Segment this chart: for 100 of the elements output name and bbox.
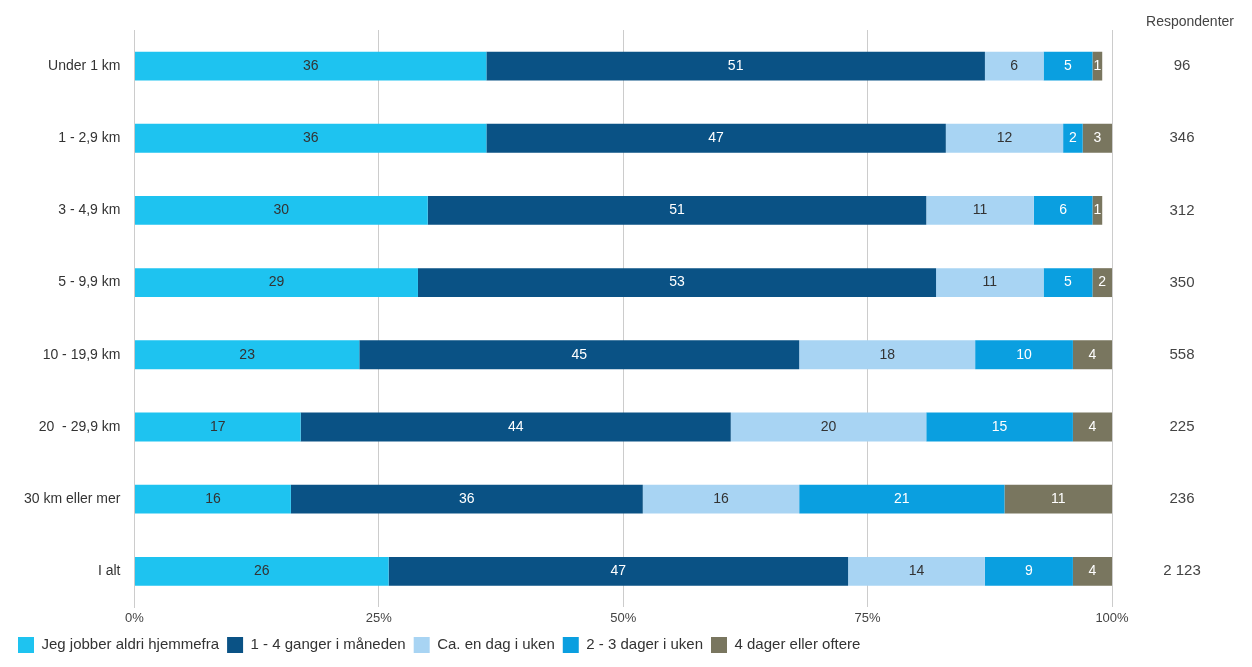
text: 346	[1169, 128, 1195, 146]
bar	[1072, 412, 1112, 442]
data-label: 6	[1059, 201, 1068, 218]
data-label: 23	[239, 345, 256, 362]
bar	[984, 51, 1044, 81]
y-tick-label: 20 - 29,9 km	[38, 417, 121, 434]
data-label: 51	[669, 201, 685, 218]
bar	[730, 412, 927, 442]
data-label: 4	[1088, 562, 1097, 579]
data-label: 11	[972, 201, 988, 218]
data-label: 14	[908, 562, 925, 579]
legend-label: Ca. en dag i uken	[437, 635, 555, 653]
bar	[1092, 196, 1103, 225]
x-tick-label: 50%	[610, 609, 637, 625]
x-tick-label: 100%	[1095, 609, 1130, 625]
data-label: 47	[708, 129, 725, 146]
bar	[134, 51, 487, 81]
data-label: 45	[571, 345, 588, 362]
bar	[486, 51, 985, 81]
bar	[417, 268, 937, 298]
legend-label: 1 - 4 ganger i måneden	[250, 635, 406, 653]
bar	[1072, 556, 1112, 586]
data-label: 6	[1010, 56, 1019, 73]
data-label: 17	[210, 417, 226, 434]
data-label: 51	[727, 56, 744, 73]
y-tick-label: 10 - 19,9 km	[42, 345, 121, 362]
x-tick-label: 0%	[125, 609, 145, 625]
bar	[486, 123, 946, 153]
legend-label: 4 dager eller oftere	[734, 635, 861, 653]
data-label: 3	[1093, 129, 1102, 146]
data-label: 5	[1064, 273, 1073, 290]
bar	[134, 196, 428, 225]
data-label: 1	[1093, 56, 1102, 73]
data-label: 26	[254, 562, 270, 579]
bar	[926, 196, 1034, 225]
legend-label: 2 - 3 dager i uken	[586, 635, 704, 653]
data-label: 4	[1088, 417, 1097, 434]
bar	[926, 412, 1073, 442]
data-label: 29	[268, 273, 285, 290]
bar	[388, 556, 849, 586]
data-label: 2	[1069, 129, 1077, 146]
bar	[1092, 268, 1112, 298]
bar	[799, 340, 976, 370]
bar	[134, 412, 301, 442]
bar	[1004, 484, 1112, 514]
y-tick-label: 3 - 4,9 km	[58, 201, 121, 218]
text: 312	[1169, 200, 1195, 218]
data-label: 12	[996, 129, 1013, 146]
bar	[1092, 51, 1103, 81]
text: 96	[1173, 56, 1191, 74]
bar	[134, 556, 389, 586]
bar	[1063, 123, 1083, 153]
bar	[1072, 340, 1112, 370]
bar	[975, 340, 1073, 370]
data-label: 36	[459, 490, 475, 506]
bar	[359, 340, 800, 370]
data-label: 2	[1098, 273, 1107, 290]
y-tick-label: Under 1 km	[48, 56, 121, 73]
y-tick-label: 5 - 9,9 km	[58, 273, 121, 290]
y-tick-label: 30 km eller mer	[24, 490, 121, 506]
bar	[134, 484, 291, 514]
data-label: 11	[982, 273, 998, 290]
bar	[134, 340, 360, 370]
x-tick-label: 25%	[365, 609, 393, 625]
bar	[290, 484, 643, 514]
data-label: 21	[894, 490, 910, 506]
data-label: 36	[302, 56, 319, 73]
bar	[427, 196, 927, 225]
y-tick-label: 1 - 2,9 km	[58, 129, 121, 146]
data-label: 47	[610, 562, 627, 579]
legend-label: Jeg jobber aldri hjemmefra	[41, 635, 220, 653]
text: 350	[1169, 272, 1195, 290]
bar	[134, 123, 487, 153]
bar	[848, 556, 985, 586]
bar	[1082, 123, 1112, 153]
bar	[1043, 268, 1093, 298]
bar	[799, 484, 1005, 514]
bar	[300, 412, 731, 442]
text: 558	[1169, 344, 1195, 362]
bar	[1043, 51, 1093, 81]
bar	[134, 268, 418, 298]
data-label: 36	[302, 129, 319, 146]
text: 225	[1169, 417, 1195, 435]
text: 2 123	[1163, 561, 1201, 579]
data-label: 11	[1050, 490, 1066, 506]
bar	[1033, 196, 1093, 225]
data-label: 53	[669, 273, 685, 290]
data-label: 18	[879, 345, 896, 362]
data-label: 5	[1064, 56, 1073, 73]
bar	[945, 123, 1064, 153]
text: 236	[1169, 489, 1195, 507]
y-tick-label: I alt	[97, 562, 121, 579]
data-label: 20	[820, 417, 837, 434]
data-label: 16	[205, 490, 221, 506]
data-label: 9	[1025, 562, 1034, 579]
data-label: 1	[1093, 201, 1102, 218]
data-label: 44	[507, 417, 524, 434]
text: Respondenter	[1146, 12, 1235, 29]
bar	[936, 268, 1044, 298]
bar	[642, 484, 800, 514]
